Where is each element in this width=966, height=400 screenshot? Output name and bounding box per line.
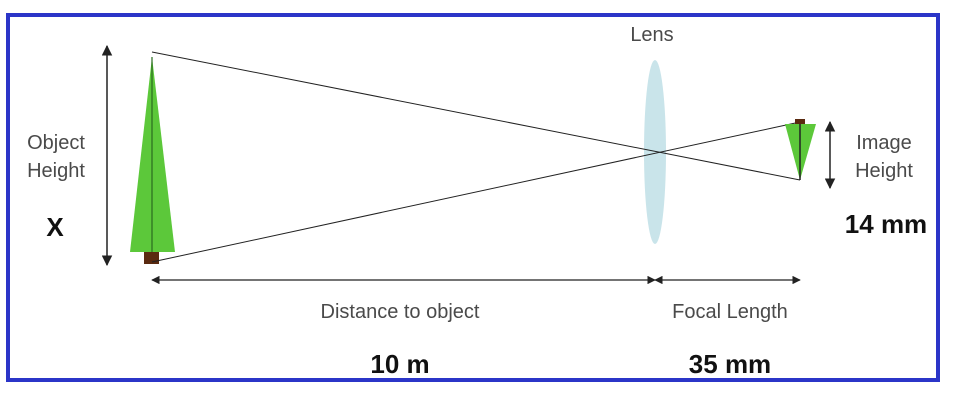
distance-label: Distance to object: [321, 301, 480, 323]
ray-top-to-bottom: [151, 51, 801, 181]
tree-trunk: [144, 252, 159, 264]
image-height-label-line2: Height: [855, 160, 913, 182]
image-tree: [785, 119, 816, 180]
image-tree-trunk: [795, 119, 805, 124]
object-height-label-line1: Object: [27, 132, 85, 154]
ray-bottom-to-top: [151, 121, 801, 263]
focal-length-label: Focal Length: [672, 301, 788, 323]
object-height-label-line2: Height: [27, 160, 85, 182]
lens-label: Lens: [630, 24, 673, 46]
image-height-label-line1: Image: [856, 132, 912, 154]
object-height-value: X: [46, 212, 64, 242]
object-tree: [130, 57, 175, 264]
diagram-frame: [6, 13, 940, 382]
distance-value: 10 m: [370, 349, 429, 379]
lens-shape: [644, 60, 666, 244]
image-height-value: 14 mm: [845, 209, 927, 239]
focal-length-value: 35 mm: [689, 349, 771, 379]
